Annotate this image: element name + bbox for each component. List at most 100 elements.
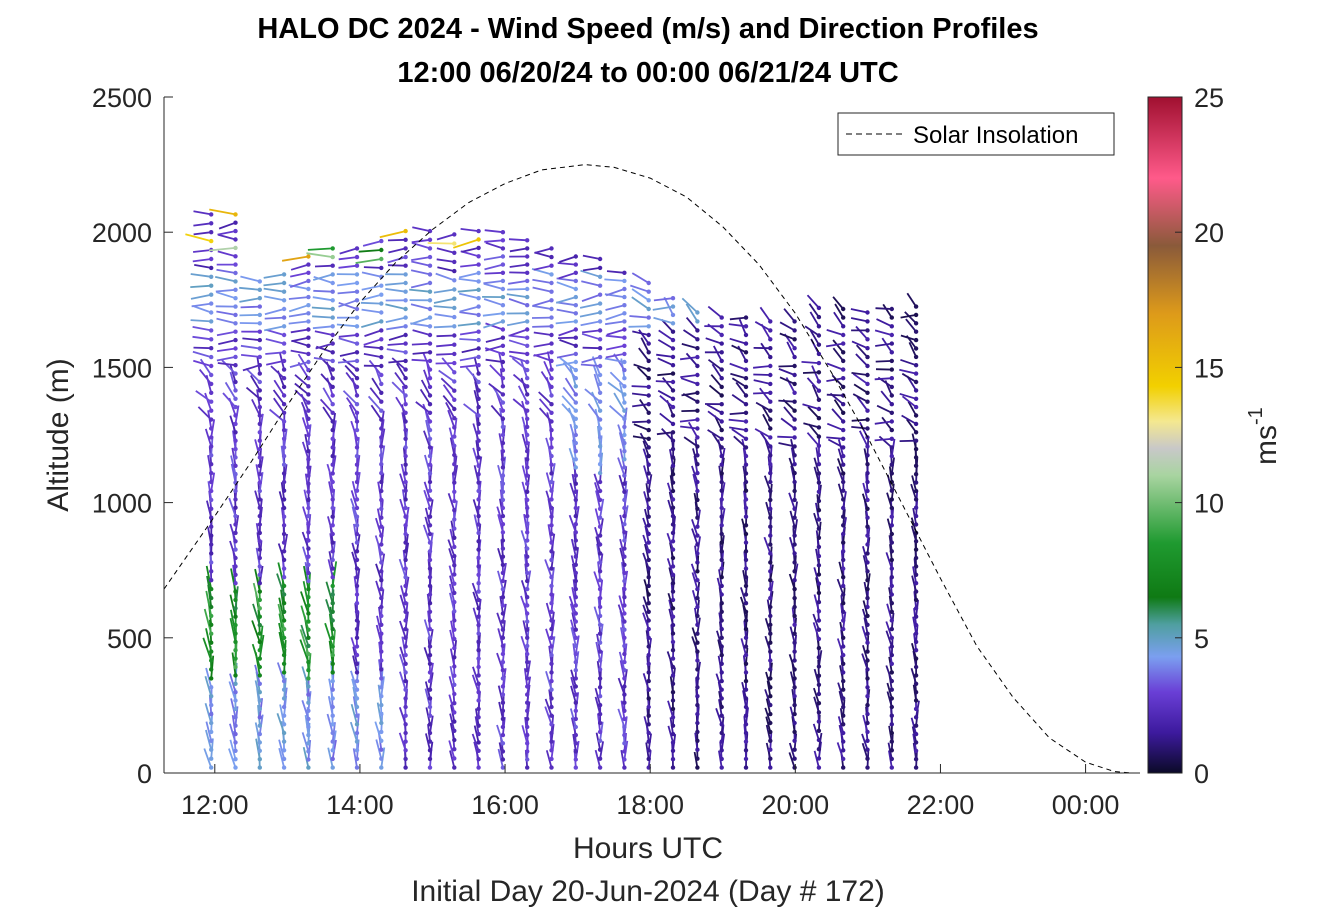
- wind-barb-dot: [476, 748, 481, 753]
- wind-barb-dot: [913, 337, 919, 343]
- wind-barb-dot: [257, 304, 262, 309]
- wind-barb-dot: [913, 564, 919, 569]
- wind-barb-dot: [525, 440, 530, 446]
- wind-barb-dot: [379, 363, 384, 369]
- wind-barb: [193, 222, 212, 227]
- wind-barb: [344, 364, 358, 379]
- wind-barb: [738, 318, 747, 336]
- wind-barb-dot: [695, 488, 700, 494]
- wind-barb: [874, 420, 892, 425]
- wind-barb: [327, 696, 334, 716]
- wind-barb-dot: [476, 262, 481, 267]
- wind-barb-dot: [622, 700, 627, 705]
- wind-barb: [545, 472, 553, 491]
- wind-barb: [683, 436, 698, 448]
- wind-barb-dot: [743, 635, 749, 640]
- wind-barb-dot: [889, 531, 894, 537]
- wind-barb-dot: [525, 586, 530, 592]
- wind-barb-dot: [330, 410, 335, 415]
- wind-barb-dot: [427, 730, 433, 736]
- wind-barb-dot: [233, 740, 238, 745]
- wind-barb-dot: [889, 557, 894, 563]
- wind-barb-dot: [841, 635, 846, 640]
- wind-barb: [580, 320, 601, 327]
- wind-barb-dot: [257, 312, 262, 318]
- wind-barb-dot: [597, 408, 603, 413]
- wind-barb: [593, 606, 601, 626]
- wind-barb-dot: [500, 595, 506, 600]
- wind-barb: [301, 700, 310, 720]
- wind-barb: [881, 337, 893, 353]
- wind-barb: [216, 317, 236, 325]
- wind-barb: [192, 304, 212, 314]
- wind-barb-dot: [476, 404, 481, 410]
- wind-barb-dot: [816, 333, 822, 338]
- wind-barb-dot: [695, 604, 700, 610]
- wind-barb-dot: [670, 656, 676, 661]
- wind-barb-dot: [500, 230, 506, 235]
- wind-barb-dot: [500, 700, 506, 705]
- wind-barb-dot: [792, 604, 797, 610]
- wind-barb-dot: [476, 648, 481, 653]
- wind-barb-dot: [427, 419, 433, 424]
- wind-barb-dot: [403, 410, 408, 415]
- wind-barb-dot: [354, 713, 360, 718]
- wind-barb-dot: [670, 564, 676, 569]
- wind-barb-dot: [792, 667, 797, 672]
- wind-barb-dot: [257, 606, 262, 611]
- wind-barb-dot: [257, 505, 262, 510]
- wind-barb-dot: [306, 578, 311, 584]
- wind-barb-dot: [646, 436, 651, 441]
- wind-barb-dot: [476, 539, 481, 544]
- wind-barb: [385, 316, 406, 323]
- wind-barb: [411, 342, 431, 346]
- wind-barb-dot: [816, 434, 822, 439]
- wind-barb-dot: [233, 564, 238, 569]
- wind-barb-dot: [670, 455, 676, 460]
- wind-barb-dot: [889, 315, 894, 320]
- wind-barb: [837, 716, 845, 734]
- wind-barb-dot: [622, 376, 627, 381]
- wind-barb-dot: [889, 358, 894, 364]
- wind-barb-dot: [913, 648, 919, 653]
- wind-barb: [385, 288, 406, 293]
- wind-barb-dot: [452, 305, 457, 311]
- wind-barb-dot: [281, 497, 287, 502]
- wind-barb-dot: [525, 522, 530, 527]
- wind-barb-dot: [281, 540, 287, 545]
- wind-barb-dot: [719, 540, 724, 545]
- wind-barb: [691, 589, 699, 608]
- wind-barb: [338, 256, 358, 261]
- wind-barb-dot: [841, 393, 846, 398]
- wind-barb: [204, 392, 213, 411]
- wind-barb: [205, 667, 213, 688]
- wind-barb: [278, 739, 285, 760]
- wind-barb: [811, 384, 820, 401]
- wind-barb-dot: [427, 635, 433, 640]
- wind-barb-dot: [549, 384, 554, 390]
- wind-barb-dot: [695, 586, 700, 592]
- wind-barb-dot: [889, 462, 894, 467]
- wind-barb: [375, 580, 383, 599]
- wind-barb: [783, 308, 796, 322]
- wind-barb-dot: [354, 765, 360, 770]
- wind-barb-dot: [573, 586, 578, 592]
- wind-barb: [886, 518, 893, 535]
- wind-barb-dot: [573, 440, 578, 446]
- wind-barb-dot: [913, 404, 919, 410]
- wind-barb-dot: [330, 557, 335, 563]
- wind-barb: [707, 429, 723, 440]
- wind-barb-dot: [427, 505, 433, 511]
- wind-barb: [193, 346, 212, 350]
- wind-barb: [580, 363, 601, 367]
- wind-barb-dot: [306, 716, 311, 722]
- wind-barb-dot: [865, 738, 870, 743]
- x-axis-label: Hours UTC: [573, 832, 723, 865]
- wind-barb: [216, 347, 236, 352]
- wind-barb-dot: [573, 692, 578, 697]
- wind-barb-dot: [427, 497, 433, 502]
- wind-barb-dot: [841, 367, 846, 372]
- wind-barb-dot: [816, 406, 822, 412]
- wind-barb-dot: [257, 597, 262, 603]
- wind-barb-dot: [573, 416, 578, 421]
